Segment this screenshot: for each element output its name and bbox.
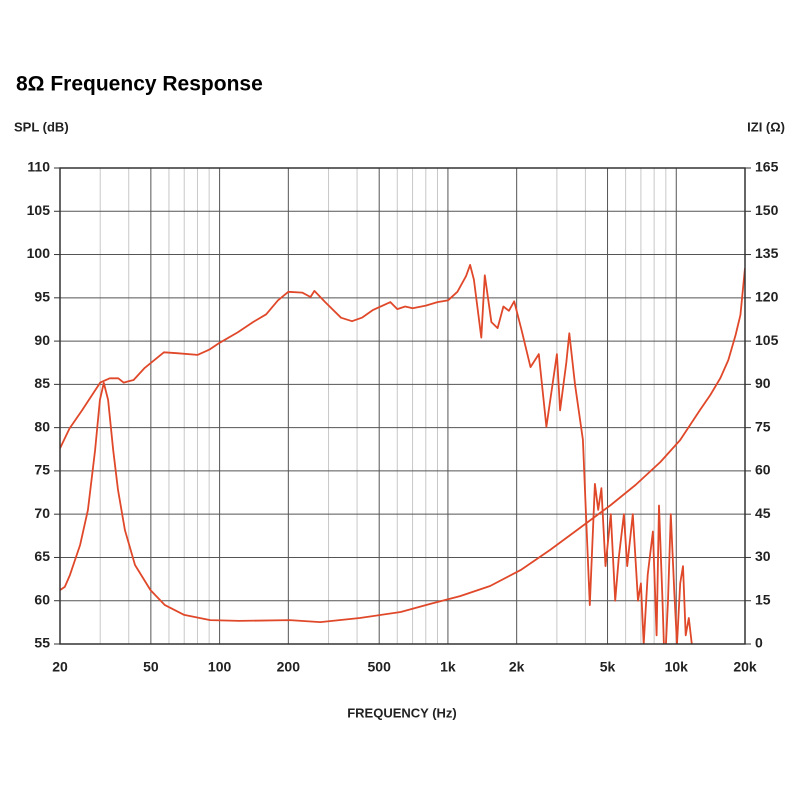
y-tick-label: 75 (34, 462, 50, 478)
series-line (60, 264, 693, 644)
chart-title: 8Ω Frequency Response (16, 73, 263, 96)
y2-tick-label: 165 (755, 159, 779, 175)
y-tick-label: 105 (27, 202, 51, 218)
y2-tick-label: 30 (755, 548, 771, 564)
y-tick-label: 90 (34, 332, 50, 348)
x-tick-label: 5k (600, 659, 616, 675)
x-tick-label: 500 (368, 659, 392, 675)
plot-frame (59, 167, 746, 645)
y-tick-label: 110 (27, 159, 50, 175)
y2-tick-label: 45 (755, 505, 771, 521)
x-tick-label: 2k (509, 659, 525, 675)
y-tick-label: 85 (34, 375, 50, 391)
y-tick-label: 60 (34, 591, 50, 607)
y-tick-label: 70 (34, 505, 50, 521)
y2-tick-label: 60 (755, 462, 771, 478)
y2-tick-label: 15 (755, 591, 771, 607)
y2-tick-label: 75 (755, 418, 771, 434)
y-tick-label: 100 (27, 245, 51, 261)
y2-tick-label: 0 (755, 635, 763, 651)
y-tick-label: 55 (34, 635, 50, 651)
x-tick-label: 200 (277, 659, 301, 675)
y2-tick-label: 150 (755, 202, 779, 218)
grid (59, 167, 746, 645)
y-axis-label: SPL (dB) (14, 119, 69, 134)
x-tick-label: 20k (733, 659, 757, 675)
y2-tick-label: 135 (755, 245, 779, 261)
x-tick-label: 1k (440, 659, 456, 675)
x-tick-label: 50 (143, 659, 159, 675)
plot-area (60, 264, 745, 644)
x-tick-label: 20 (52, 659, 68, 675)
series-line (60, 268, 745, 623)
x-tick-label: 10k (665, 659, 689, 675)
y2-tick-label: 90 (755, 375, 771, 391)
x-tick-label: 100 (208, 659, 232, 675)
y2-axis-label: IZI (Ω) (747, 119, 785, 134)
y-tick-label: 65 (34, 548, 50, 564)
y-tick-label: 95 (34, 289, 50, 305)
x-axis-label: FREQUENCY (Hz) (347, 705, 457, 720)
y-tick-label: 80 (34, 418, 50, 434)
y2-tick-label: 105 (755, 332, 779, 348)
y2-tick-label: 120 (755, 289, 779, 305)
